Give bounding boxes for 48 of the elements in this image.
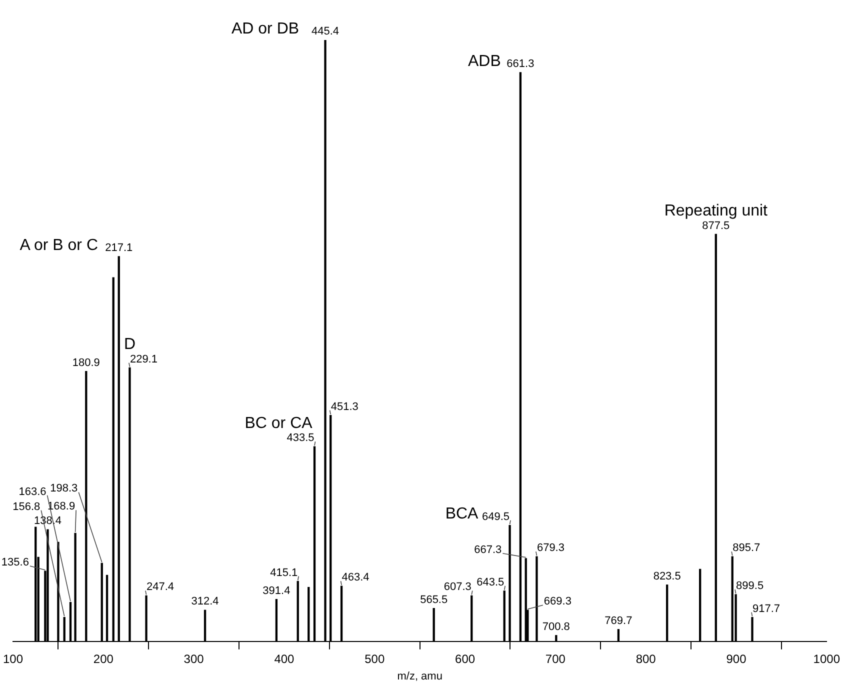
- annotation: 877.5: [702, 220, 730, 232]
- annotation: 180.9: [72, 356, 100, 369]
- annotation: 451.3: [330, 400, 358, 413]
- annotation: 415.1: [270, 566, 298, 579]
- annotation: D: [124, 336, 136, 354]
- x-tick-label: 800: [636, 652, 656, 666]
- annotation: 679.3: [536, 542, 564, 554]
- annotation: 649.5: [482, 510, 510, 523]
- annotation: 769.7: [604, 614, 632, 627]
- annotation: 669.3: [544, 596, 572, 608]
- annotation: ADB: [468, 52, 501, 70]
- annotation: Repeating unit: [664, 202, 768, 220]
- annotation: 163.6: [18, 486, 46, 498]
- annotation: 899.5: [736, 580, 764, 592]
- annotation: 700.8: [542, 620, 570, 633]
- x-tick-label: 900: [726, 652, 747, 666]
- x-axis-title: m/z, amu: [397, 670, 442, 682]
- x-tick-label: 100: [2, 652, 24, 666]
- annotation: 445.4: [312, 26, 340, 38]
- x-tick-label: 700: [545, 652, 566, 666]
- annotation: 661.3: [506, 58, 534, 70]
- annotation: 135.6: [1, 556, 29, 569]
- x-tick-label: 1000: [813, 652, 840, 666]
- annotation: 917.7: [752, 602, 780, 615]
- annotation: 433.5: [286, 432, 314, 444]
- annotation: 895.7: [732, 542, 760, 554]
- annotation: 565.5: [420, 594, 448, 606]
- annotation: 823.5: [653, 570, 681, 582]
- annotation: 217.1: [105, 242, 133, 254]
- annotation: BCA: [445, 506, 479, 523]
- annotation: A or B or C: [20, 236, 98, 254]
- annotation: 607.3: [444, 581, 472, 594]
- x-tick-label: 400: [274, 652, 295, 666]
- x-tick-label: 600: [455, 652, 476, 666]
- annotation: 463.4: [342, 572, 370, 584]
- annotation: 643.5: [476, 576, 504, 588]
- annotation: 198.3: [50, 482, 78, 495]
- x-tick-label: 200: [93, 652, 114, 666]
- annotation: 667.3: [474, 544, 502, 556]
- annotation: 229.1: [130, 353, 158, 366]
- annotation: AD or DB: [231, 20, 300, 38]
- annotation: 247.4: [146, 581, 174, 594]
- annotation: 156.8: [12, 500, 40, 513]
- annotation: 391.4: [262, 584, 290, 597]
- x-tick-label: 300: [184, 652, 204, 666]
- annotation: BC or CA: [244, 414, 313, 432]
- annotation: 312.4: [191, 596, 219, 608]
- x-tick-label: 500: [364, 652, 385, 666]
